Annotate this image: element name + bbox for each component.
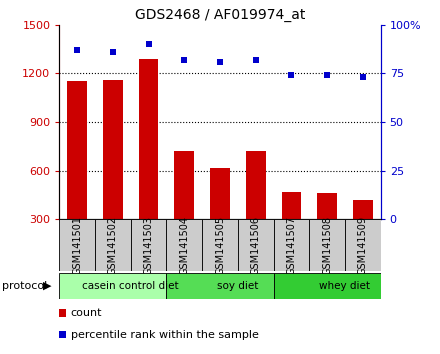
Point xyxy=(145,41,152,47)
Text: GSM141503: GSM141503 xyxy=(143,216,154,275)
Text: whey diet: whey diet xyxy=(319,281,370,291)
FancyBboxPatch shape xyxy=(131,219,166,271)
Bar xyxy=(103,80,123,219)
Text: GSM141508: GSM141508 xyxy=(322,216,332,275)
Bar xyxy=(317,193,337,219)
Title: GDS2468 / AF019974_at: GDS2468 / AF019974_at xyxy=(135,8,305,22)
Bar xyxy=(67,81,87,219)
Text: ▶: ▶ xyxy=(43,281,51,291)
Point xyxy=(288,73,295,78)
Text: GSM141505: GSM141505 xyxy=(215,216,225,275)
Text: GSM141507: GSM141507 xyxy=(286,216,297,275)
Text: GSM141509: GSM141509 xyxy=(358,216,368,275)
Text: GSM141502: GSM141502 xyxy=(108,216,118,275)
Point xyxy=(359,74,366,80)
FancyBboxPatch shape xyxy=(166,219,202,271)
FancyBboxPatch shape xyxy=(274,219,309,271)
Point xyxy=(110,49,117,55)
Bar xyxy=(353,200,373,219)
Point xyxy=(74,47,81,53)
Text: protocol: protocol xyxy=(2,281,48,291)
Text: percentile rank within the sample: percentile rank within the sample xyxy=(70,330,258,339)
Bar xyxy=(246,152,265,219)
FancyBboxPatch shape xyxy=(59,219,95,271)
FancyBboxPatch shape xyxy=(202,219,238,271)
Bar xyxy=(282,192,301,219)
Point xyxy=(323,73,330,78)
Text: GSM141504: GSM141504 xyxy=(180,216,189,275)
Point xyxy=(216,59,224,64)
FancyBboxPatch shape xyxy=(166,273,274,299)
FancyBboxPatch shape xyxy=(95,219,131,271)
Text: count: count xyxy=(70,308,102,318)
Point xyxy=(252,57,259,63)
FancyBboxPatch shape xyxy=(59,273,166,299)
Text: soy diet: soy diet xyxy=(217,281,259,291)
FancyBboxPatch shape xyxy=(309,219,345,271)
FancyBboxPatch shape xyxy=(345,219,381,271)
Text: GSM141506: GSM141506 xyxy=(251,216,260,275)
FancyBboxPatch shape xyxy=(238,219,274,271)
Bar xyxy=(210,169,230,219)
Bar xyxy=(139,59,158,219)
Text: GSM141501: GSM141501 xyxy=(72,216,82,275)
FancyBboxPatch shape xyxy=(274,273,381,299)
Bar xyxy=(175,152,194,219)
Point xyxy=(181,57,188,63)
Text: casein control diet: casein control diet xyxy=(82,281,179,291)
